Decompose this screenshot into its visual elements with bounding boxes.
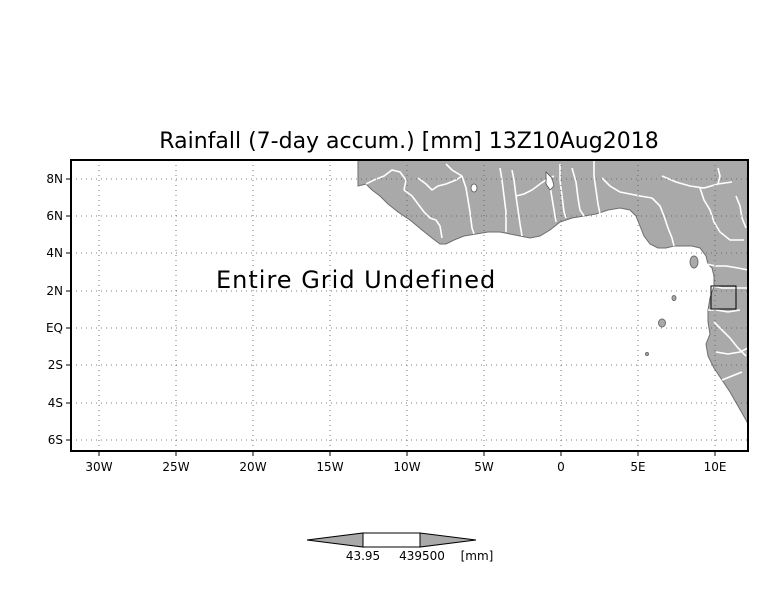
tick-label-lat: 4S xyxy=(48,396,63,410)
tick-label-lat: 2S xyxy=(48,358,63,372)
island-sao-tome xyxy=(658,318,666,328)
tick-label-lon: 20W xyxy=(239,460,266,474)
colorbar-low-triangle xyxy=(306,532,364,548)
tick-label-lat: 8N xyxy=(46,172,63,186)
tick-label-lon: 0 xyxy=(557,460,565,474)
colorbar-unit-label: [mm] xyxy=(461,549,494,563)
tick-label-lon: 30W xyxy=(85,460,112,474)
tick-label-lon: 5W xyxy=(474,460,494,474)
map-panel: Entire Grid Undefined xyxy=(70,159,749,452)
chart-title: Rainfall (7-day accum.) [mm] 13Z10Aug201… xyxy=(159,129,658,154)
tick-label-lon: 5E xyxy=(630,460,645,474)
tick-label-lat: 6N xyxy=(46,209,63,223)
lake-1 xyxy=(470,183,478,193)
tick-label-lat: 6S xyxy=(48,433,63,447)
map-frame xyxy=(70,159,749,452)
tick-label-lat: 4N xyxy=(46,246,63,260)
tick-label-lon: 15W xyxy=(316,460,343,474)
island-annobon xyxy=(645,352,649,356)
colorbar: 43.95 439500 [mm] xyxy=(306,532,494,563)
gridlines xyxy=(71,160,748,451)
axis-ticks: 30W 25W 20W 15W 10W 5W 0 5E 10E 8N 6N 4N 2N EQ 2S 4S 6S xyxy=(46,172,726,474)
island-principe xyxy=(671,295,677,301)
undefined-grid-message: Entire Grid Undefined xyxy=(216,266,496,294)
tick-label-lat: EQ xyxy=(46,321,63,335)
tick-label-lat: 2N xyxy=(46,284,63,298)
land-west-africa xyxy=(357,159,749,425)
tick-label-lon: 10E xyxy=(704,460,727,474)
island-bioko xyxy=(689,255,699,269)
colorbar-high-label: 439500 xyxy=(399,549,445,563)
lake-volta xyxy=(545,171,555,191)
region-box xyxy=(710,285,737,310)
colorbar-high-triangle xyxy=(419,532,477,548)
colorbar-middle xyxy=(362,532,421,548)
tick-label-lon: 25W xyxy=(162,460,189,474)
tick-label-lon: 10W xyxy=(393,460,420,474)
colorbar-low-label: 43.95 xyxy=(346,549,380,563)
